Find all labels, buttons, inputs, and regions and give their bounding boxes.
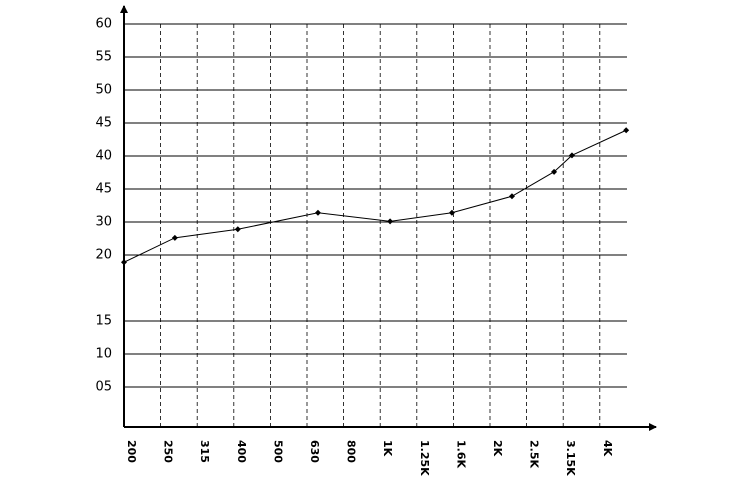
y-tick-label: 30: [95, 215, 112, 230]
line: [123, 129, 627, 263]
point: [121, 259, 127, 266]
x-tick-label: 400: [235, 440, 248, 463]
point: [314, 209, 321, 216]
x-tick-label: 315: [198, 440, 211, 463]
x-tick-label: 250: [162, 440, 175, 463]
x-tick-label: 1K: [381, 440, 394, 457]
x-tick-label: 2.5K: [528, 440, 541, 468]
x-tick-label: 1.25K: [418, 440, 431, 476]
point: [234, 226, 241, 233]
y-tick-label: 50: [95, 83, 112, 98]
point: [508, 193, 515, 200]
point: [171, 234, 178, 241]
x-tick-label: 4K: [601, 440, 614, 457]
point: [568, 152, 575, 159]
y-tick-label: 45: [95, 182, 112, 197]
point: [623, 127, 630, 134]
point: [551, 168, 558, 175]
y-tick-label: 20: [95, 248, 112, 263]
y-tick-label: 05: [95, 380, 112, 395]
y-tick-label: 45: [95, 116, 112, 131]
y-tick-label: 40: [95, 149, 112, 164]
x-tick-label: 1.6K: [454, 440, 467, 468]
y-tick-label: 60: [95, 17, 112, 32]
x-tick-label: 800: [345, 440, 358, 463]
x-tick-label: 3.15K: [564, 440, 577, 476]
point: [448, 209, 455, 216]
x-tick-label: 200: [125, 440, 138, 463]
x-tick-label: 500: [271, 440, 284, 463]
y-tick-label: 15: [95, 314, 112, 329]
point: [387, 218, 394, 225]
x-tick-label: 2K: [491, 440, 504, 457]
x-tick-label: 630: [308, 440, 321, 463]
y-tick-label: 55: [95, 50, 112, 65]
y-tick-label: 10: [95, 347, 112, 362]
